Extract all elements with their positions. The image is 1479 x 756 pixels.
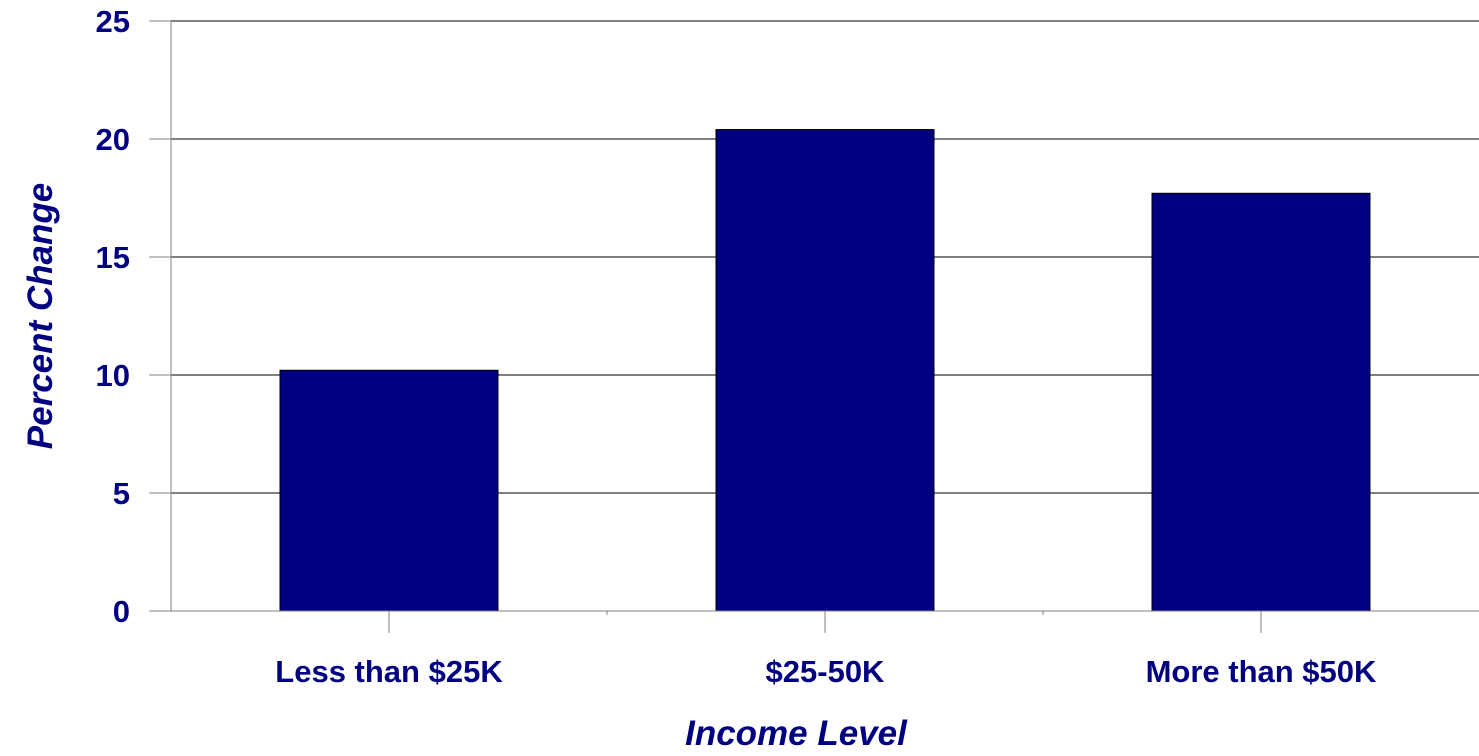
y-tick-label: 25 xyxy=(96,4,130,39)
bar xyxy=(1151,192,1371,612)
y-tick-label: 10 xyxy=(96,358,130,393)
y-tick-label: 5 xyxy=(113,476,130,511)
y-tick-label: 20 xyxy=(96,122,130,157)
axes xyxy=(149,20,1479,633)
y-tick-label: 15 xyxy=(96,240,130,275)
x-tick-label: $25-50K xyxy=(766,654,886,689)
x-axis-label: Income Level xyxy=(685,714,908,751)
x-tick-labels: Less than $25K $25-50K More than $50K xyxy=(275,654,1377,689)
y-axis-label: Percent Change xyxy=(21,183,60,449)
bars xyxy=(279,129,1371,612)
bar xyxy=(279,369,499,612)
y-tick-labels: 0 5 10 15 20 25 xyxy=(96,4,130,629)
bar xyxy=(715,129,935,612)
x-tick-label: Less than $25K xyxy=(275,654,503,689)
x-tick-label: More than $50K xyxy=(1146,654,1377,689)
y-tick-label: 0 xyxy=(113,594,130,629)
